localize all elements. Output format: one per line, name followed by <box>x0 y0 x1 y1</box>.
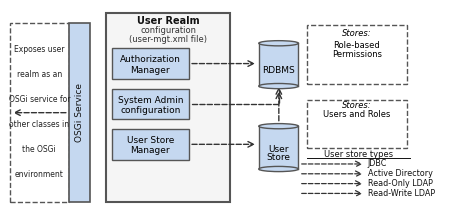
Text: User store types: User store types <box>324 150 393 159</box>
Text: JDBC: JDBC <box>367 160 387 168</box>
Text: the OSGi: the OSGi <box>22 145 56 154</box>
Text: Authorization: Authorization <box>120 55 181 64</box>
Ellipse shape <box>259 166 299 171</box>
Text: environment: environment <box>15 170 64 179</box>
Text: Read-Only LDAP: Read-Only LDAP <box>367 179 432 188</box>
FancyBboxPatch shape <box>112 48 189 79</box>
Ellipse shape <box>259 84 299 89</box>
Text: (user-mgt.xml file): (user-mgt.xml file) <box>129 35 207 44</box>
Text: System Admin: System Admin <box>118 95 183 105</box>
Text: OSGi Service: OSGi Service <box>75 83 84 142</box>
FancyBboxPatch shape <box>112 129 189 160</box>
Text: User Store: User Store <box>127 136 174 145</box>
Text: Manager: Manager <box>131 66 170 75</box>
FancyBboxPatch shape <box>106 13 230 202</box>
Text: Users and Roles: Users and Roles <box>323 110 391 119</box>
Text: configuration: configuration <box>120 106 181 114</box>
Text: Permissions: Permissions <box>332 50 382 59</box>
Text: User Realm: User Realm <box>137 16 200 26</box>
Text: Store: Store <box>267 153 291 162</box>
Ellipse shape <box>259 41 299 46</box>
Text: Active Directory: Active Directory <box>367 169 432 178</box>
FancyBboxPatch shape <box>69 23 90 202</box>
Text: Read-Write LDAP: Read-Write LDAP <box>367 189 435 198</box>
Text: Stores:: Stores: <box>342 29 372 38</box>
Ellipse shape <box>259 124 299 129</box>
Text: Role-based: Role-based <box>333 40 380 50</box>
Text: Stores:: Stores: <box>342 101 372 110</box>
Text: other classes in: other classes in <box>9 120 69 129</box>
Text: User: User <box>269 145 289 154</box>
Text: OSGi service for: OSGi service for <box>9 95 70 104</box>
Text: Manager: Manager <box>131 146 170 155</box>
FancyBboxPatch shape <box>259 43 299 86</box>
Text: realm as an: realm as an <box>17 70 62 79</box>
FancyBboxPatch shape <box>112 89 189 119</box>
Text: Exposes user: Exposes user <box>14 45 64 54</box>
Text: configuration: configuration <box>140 26 196 35</box>
FancyBboxPatch shape <box>259 126 299 169</box>
Text: RDBMS: RDBMS <box>263 66 295 75</box>
